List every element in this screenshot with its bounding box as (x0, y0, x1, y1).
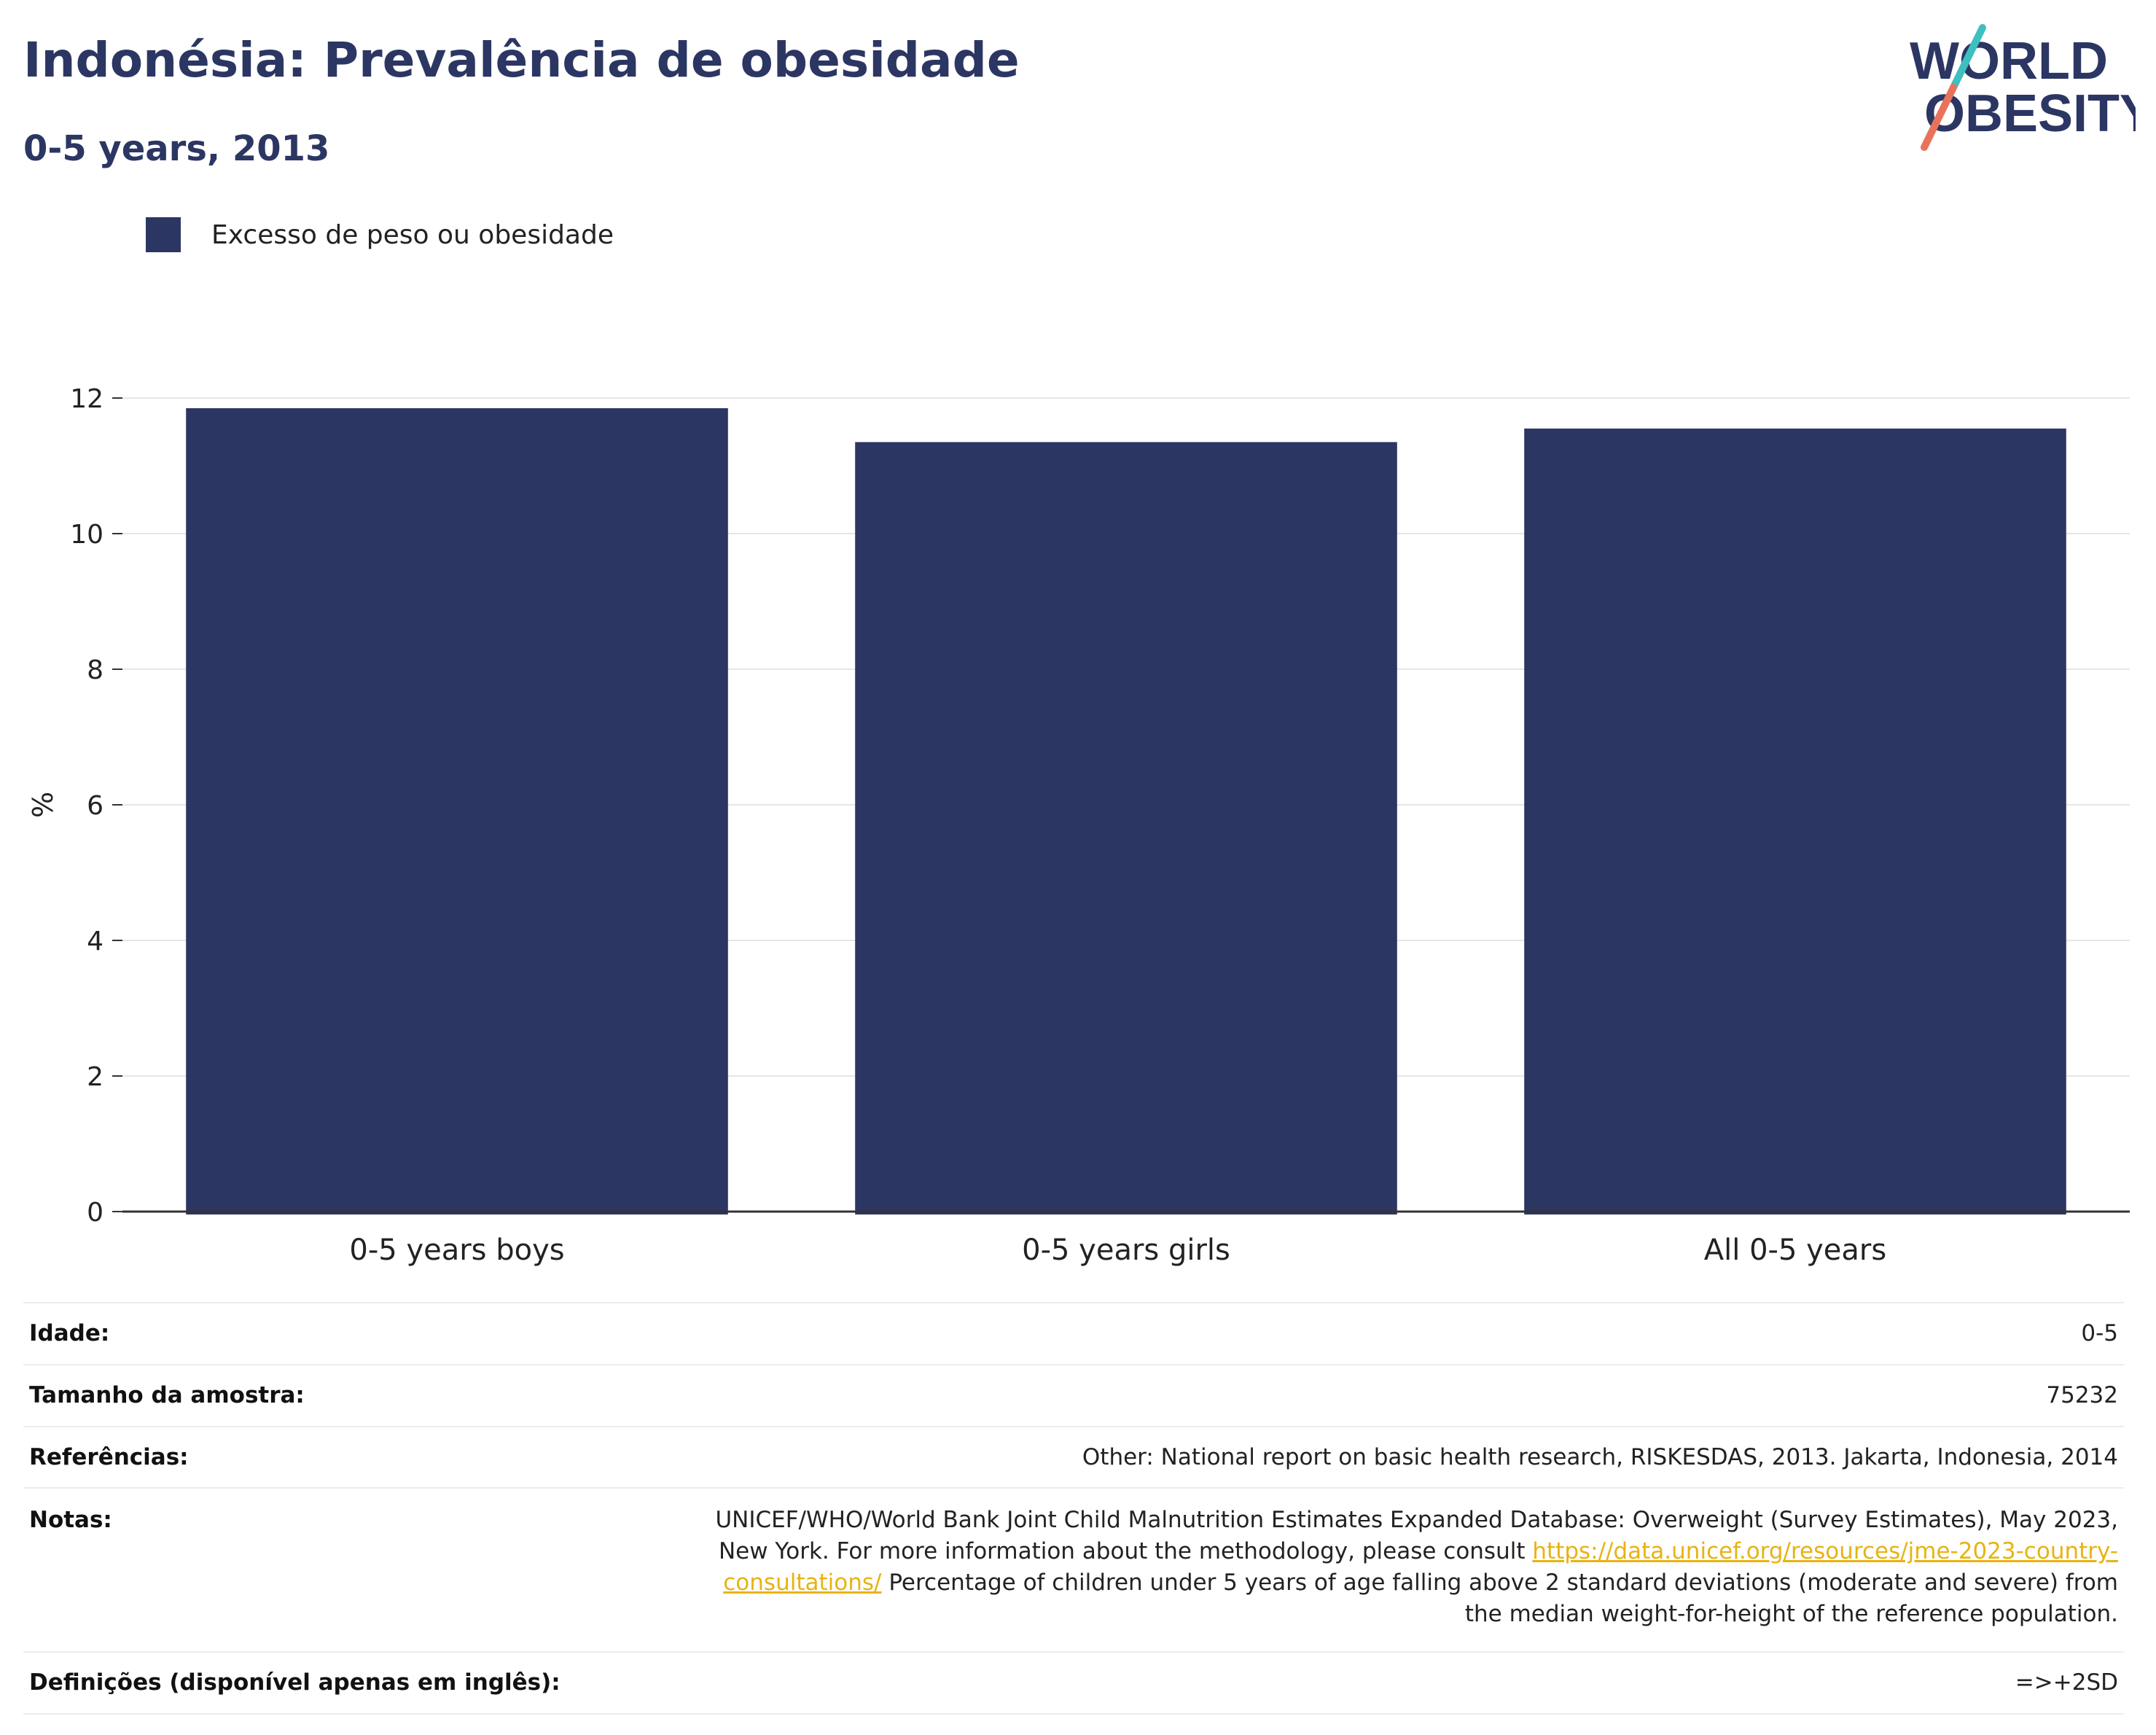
info-row-defs: Definições (disponível apenas em inglês)… (23, 1651, 2124, 1715)
defs-label: Definições (disponível apenas em inglês)… (23, 1651, 691, 1715)
notes-text-2: Percentage of children under 5 years of … (888, 1569, 2118, 1627)
bar (855, 442, 1397, 1215)
x-tick-label: 0-5 years boys (349, 1233, 564, 1267)
bar-chart: 0 2 4 6 8 10 12% 0-5 years boys 0-5 years girls A… (27, 384, 2130, 1267)
refs-label: Referências: (23, 1425, 691, 1489)
info-row-notes: Notas: UNICEF/WHO/World Bank Joint Child… (23, 1487, 2124, 1653)
bar (1524, 428, 2066, 1214)
age-value: 0-5 (691, 1302, 2124, 1365)
y-tick-label: 8 (87, 655, 103, 685)
info-row-sample: Tamanho da amostra: 75232 (23, 1363, 2124, 1427)
info-row-age: Idade: 0-5 (23, 1302, 2124, 1365)
x-tick-label: 0-5 years girls (1022, 1233, 1230, 1267)
notes-label: Notas: (23, 1487, 691, 1653)
svg-text:WORLD: WORLD (1910, 32, 2108, 90)
y-tick-label: 0 (87, 1198, 103, 1228)
x-tick-label: All 0-5 years (1704, 1233, 1886, 1267)
page-subtitle: 0-5 years, 2013 (23, 128, 330, 169)
legend: Excesso de peso ou obesidade (146, 217, 614, 252)
y-tick-label: 2 (87, 1062, 103, 1092)
notes-value: UNICEF/WHO/World Bank Joint Child Malnut… (691, 1487, 2124, 1653)
info-table: Idade: 0-5 Tamanho da amostra: 75232 Ref… (23, 1302, 2124, 1715)
refs-value: Other: National report on basic health r… (691, 1425, 2124, 1489)
defs-value: =>+2SD (691, 1651, 2124, 1715)
legend-label: Excesso de peso ou obesidade (211, 219, 614, 250)
methodology-link[interactable]: https://data.unicef.org/resources/jme-20… (723, 1538, 2118, 1596)
sample-value: 75232 (691, 1363, 2124, 1427)
notes-text-1: UNICEF/WHO/World Bank Joint Child Malnut… (715, 1507, 2118, 1565)
sample-label: Tamanho da amostra: (23, 1363, 691, 1427)
y-tick-label: 6 (87, 791, 103, 821)
y-tick-label: 12 (70, 384, 103, 414)
svg-text:OBESITY: OBESITY (1924, 85, 2136, 143)
world-obesity-logo: WORLD OBESITY (1910, 24, 2136, 151)
page-title: Indonésia: Prevalência de obesidade (23, 32, 1020, 88)
info-row-refs: Referências: Other: National report on b… (23, 1425, 2124, 1489)
bar (186, 408, 728, 1215)
y-tick-label: 4 (87, 927, 103, 956)
age-label: Idade: (23, 1302, 691, 1365)
legend-swatch (146, 217, 181, 252)
y-tick-label: 10 (70, 520, 103, 550)
y-axis-label: % (27, 792, 59, 818)
